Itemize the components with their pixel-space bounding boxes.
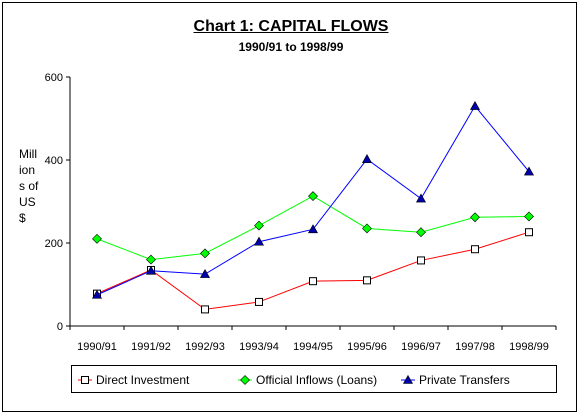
data-point-private-transfers xyxy=(253,236,265,246)
data-point-official-inflows-loans xyxy=(146,254,156,265)
legend-marker-official-inflows-loans xyxy=(240,375,250,385)
x-tick-label: 1996/97 xyxy=(401,341,441,353)
data-point-private-transfers xyxy=(91,289,103,299)
data-point-private-transfers xyxy=(415,193,427,203)
y-tick-label: 600 xyxy=(45,72,63,84)
y-axis-label: Mill ion s of US $ xyxy=(19,147,39,225)
legend: Direct Investment Official Inflows (Loans… xyxy=(71,365,557,393)
x-tick-label: 1998/99 xyxy=(509,341,549,353)
x-tick-label: 1994/95 xyxy=(293,341,333,353)
data-point-direct-investment xyxy=(525,228,533,237)
data-point-direct-investment xyxy=(417,256,425,265)
chart-title: Chart 1: CAPITAL FLOWS xyxy=(193,18,389,35)
data-point-private-transfers xyxy=(469,100,481,110)
x-tick-label: 1992/93 xyxy=(185,341,225,353)
data-point-official-inflows-loans xyxy=(92,233,102,244)
data-point-official-inflows-loans xyxy=(308,191,318,202)
data-point-official-inflows-loans xyxy=(200,248,210,259)
y-tick-label: 0 xyxy=(57,321,63,333)
data-point-private-transfers xyxy=(199,269,211,278)
data-point-private-transfers xyxy=(361,154,373,163)
data-point-official-inflows-loans xyxy=(254,220,264,231)
y-tick-label: 400 xyxy=(45,155,63,167)
legend-label-official-inflows-loans: Official Inflows (Loans) xyxy=(256,373,377,387)
data-point-direct-investment xyxy=(201,305,209,314)
data-point-official-inflows-loans xyxy=(362,223,372,234)
data-point-direct-investment xyxy=(255,297,263,306)
legend-marker-private-transfers xyxy=(402,374,414,384)
legend-marker-direct-investment xyxy=(81,376,89,384)
chart-subtitle: 1990/91 to 1998/99 xyxy=(238,40,344,54)
data-point-official-inflows-loans xyxy=(470,212,480,223)
x-tick-label: 1993/94 xyxy=(239,341,279,353)
data-point-private-transfers xyxy=(523,166,535,176)
data-point-official-inflows-loans xyxy=(524,211,534,222)
data-point-direct-investment xyxy=(471,245,479,254)
y-tick-label: 200 xyxy=(45,238,63,250)
legend-label-private-transfers: Private Transfers xyxy=(419,373,510,387)
x-tick-label: 1997/98 xyxy=(455,341,495,353)
legend-graphics: Direct Investment Official Inflows (Loans… xyxy=(78,373,510,387)
data-point-private-transfers xyxy=(145,265,157,275)
data-point-direct-investment xyxy=(309,277,317,286)
series-line-direct-investment xyxy=(96,231,530,310)
x-tick-label: 1990/91 xyxy=(77,341,117,353)
data-point-official-inflows-loans xyxy=(416,227,426,238)
legend-label-direct-investment: Direct Investment xyxy=(96,373,190,387)
data-point-private-transfers xyxy=(307,224,319,234)
chart-frame xyxy=(2,2,577,412)
data-point-direct-investment xyxy=(363,276,371,285)
x-tick-label: 1991/92 xyxy=(131,341,171,353)
x-tick-label: 1995/96 xyxy=(347,341,387,353)
